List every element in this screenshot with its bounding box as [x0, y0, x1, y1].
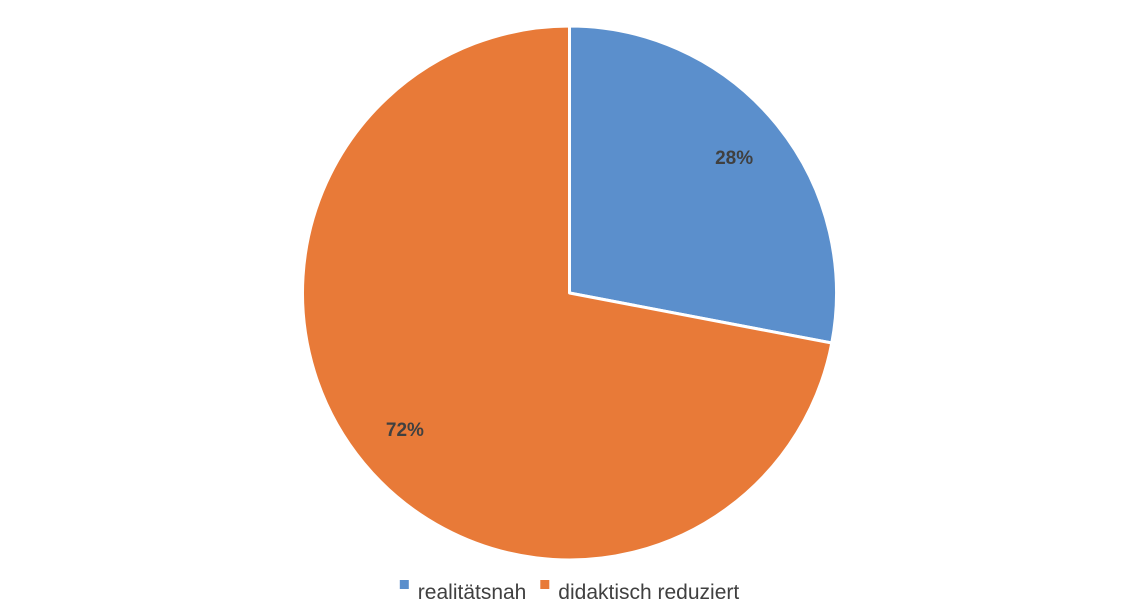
pie-slice-1	[568, 24, 838, 345]
data-label-2: 72%	[386, 420, 424, 441]
legend-label-2: didaktisch reduziert	[558, 581, 739, 604]
pie-slices	[301, 24, 838, 562]
data-labels: 28% 72%	[386, 148, 753, 441]
legend-swatch-2	[540, 580, 550, 589]
data-label-1: 28%	[715, 148, 753, 169]
pie-slice-2	[301, 24, 834, 562]
legend: realitätsnah didaktisch reduziert	[399, 580, 739, 604]
legend-label-1: realitätsnah	[418, 581, 527, 604]
legend-swatch-1	[399, 580, 409, 589]
